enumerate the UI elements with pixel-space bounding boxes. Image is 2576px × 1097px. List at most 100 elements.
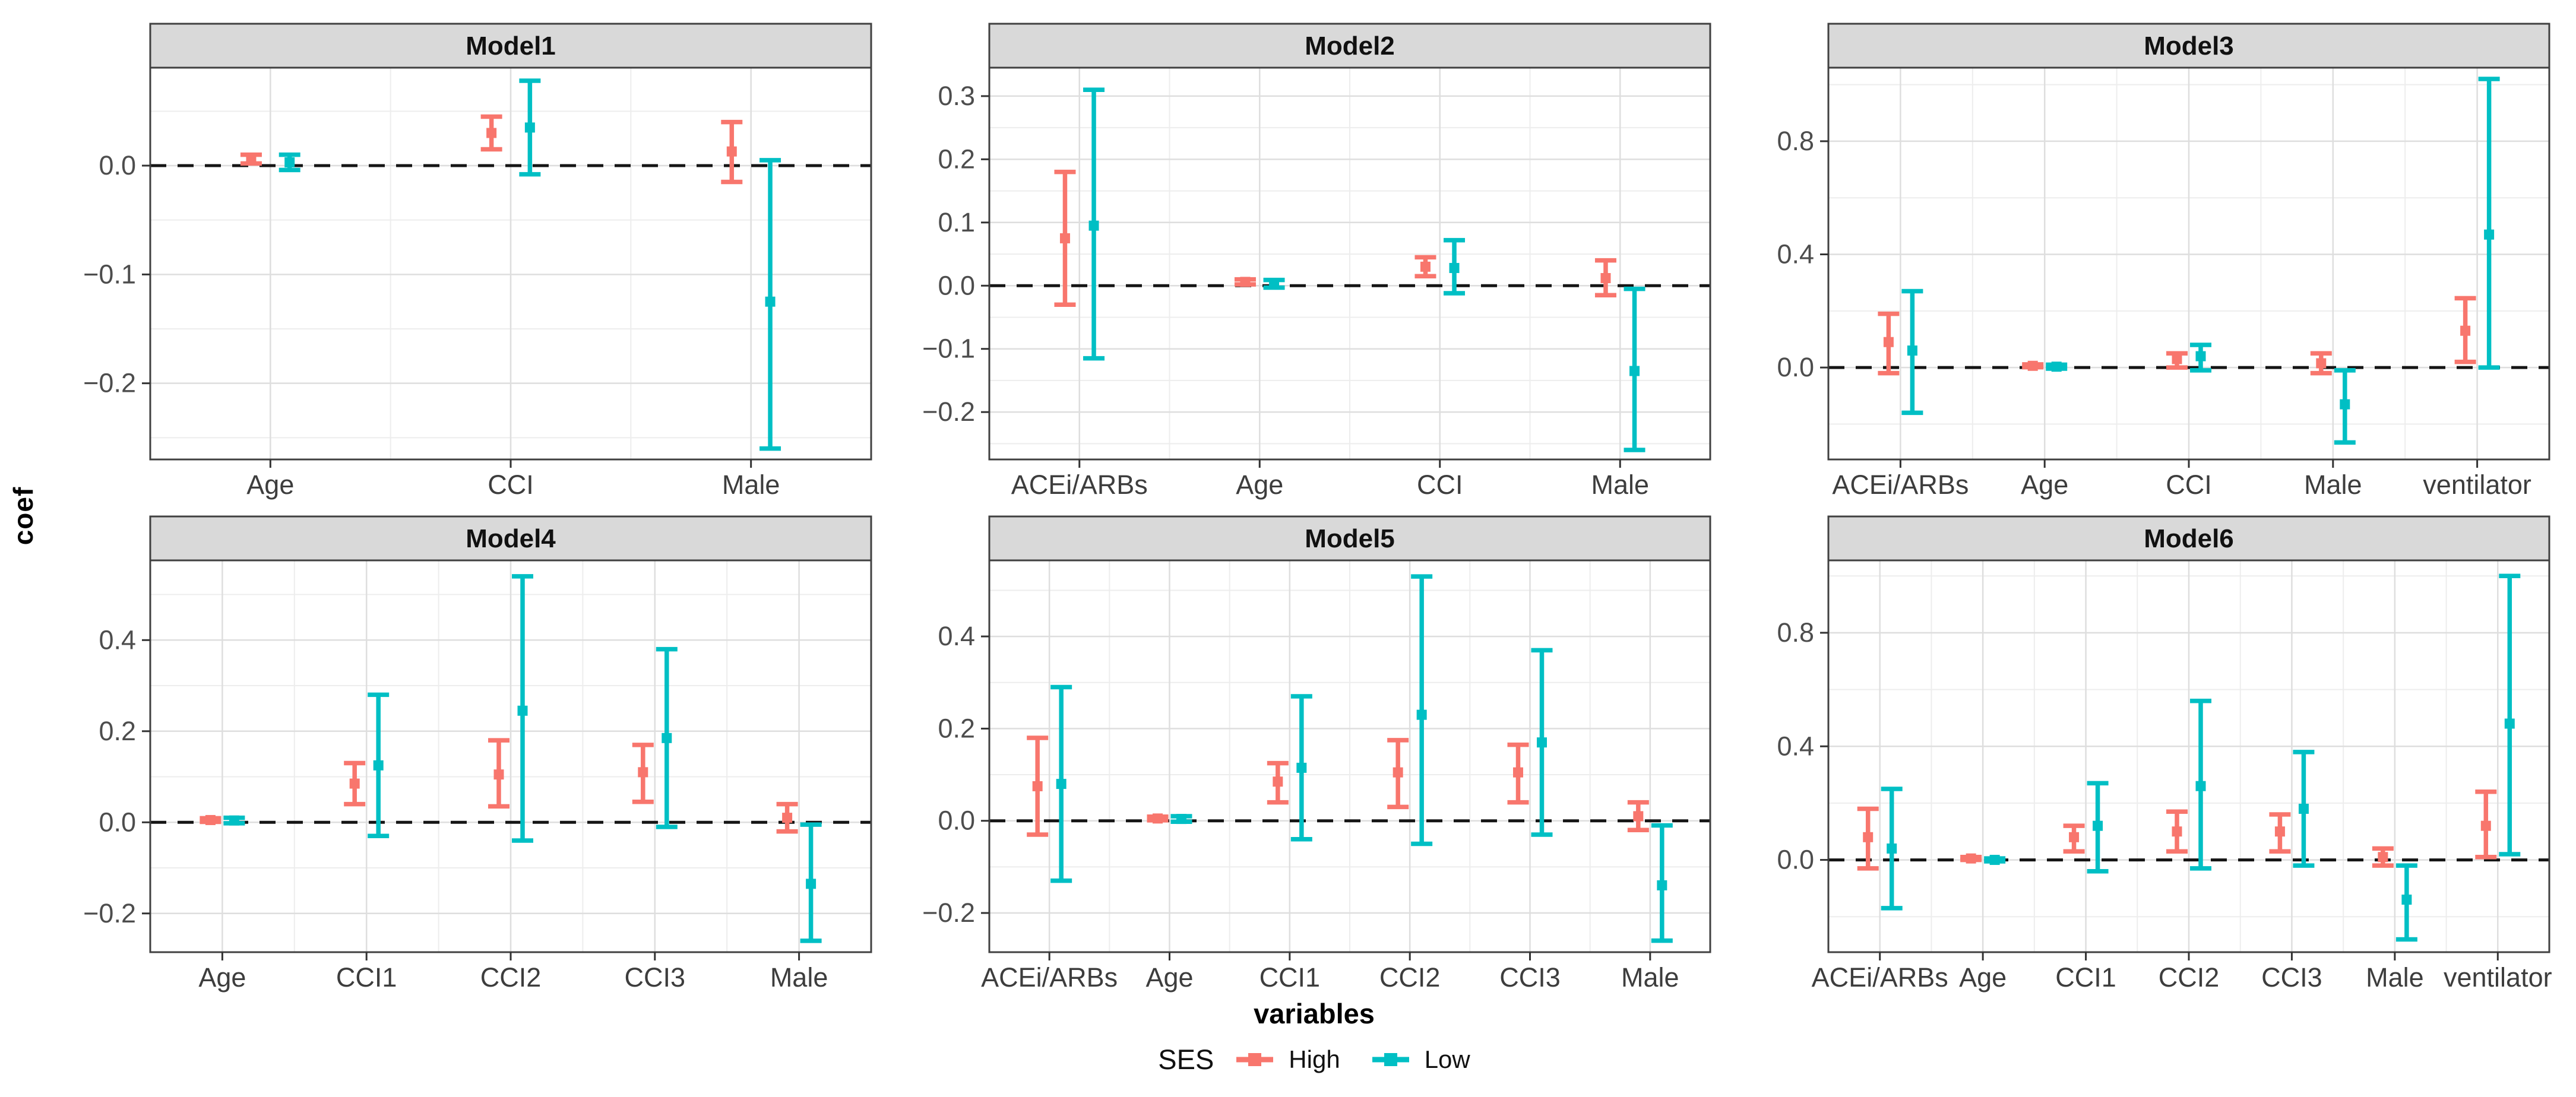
x-tick-label: CCI3 — [2261, 962, 2322, 993]
errorbar-model6-male-low — [2395, 863, 2417, 942]
errorbar-model1-age-low — [279, 152, 300, 173]
errorbar-model3-cci-low — [2190, 343, 2211, 373]
errorbar-model3-male-high — [2310, 351, 2332, 376]
errorbar-key-icon — [1372, 1052, 1409, 1066]
errorbar-model6-cci2-low — [2190, 698, 2211, 871]
errorbar-model6-cci2-high — [2166, 809, 2188, 854]
errorbar-model1-male-high — [721, 119, 743, 185]
facet-header — [1827, 515, 2550, 562]
x-tick-label: Male — [1591, 470, 1649, 500]
facet-panel-model1: Model1 −0.2 −0.1 0.0 Age CCI Male — [83, 23, 872, 500]
y-tick-label: 0.4 — [1777, 731, 1814, 761]
y-tick-label: 0.0 — [938, 806, 975, 836]
facet-panel-model2: Model2 −0.2 −0.1 0.0 0.1 0.2 0.3 ACEi/ARBs Age CC… — [922, 23, 1711, 500]
facet-title: Model2 — [1305, 31, 1395, 61]
x-tick-label: Age — [1145, 962, 1193, 993]
x-tick-label: Age — [1959, 962, 2007, 993]
x-tick-label: CCI2 — [2159, 962, 2220, 993]
facet-row-top: Model1 −0.2 −0.1 0.0 Age CCI Male Model2 −0.2 −0.… — [52, 23, 2561, 503]
panel-border — [988, 66, 1711, 461]
y-tick-label: 0.0 — [99, 150, 136, 180]
x-tick-label: Age — [2021, 470, 2068, 500]
x-tick-label: CCI — [2166, 470, 2212, 500]
errorbar-model4-age-high — [200, 814, 221, 825]
errorbar-model6-cci3-low — [2293, 750, 2315, 868]
facet-panel-model6: Model6 0.0 0.4 0.8 ACEi/ARBs Age CCI1 CCI2 CCI3 M… — [1777, 515, 2552, 993]
facet-header — [149, 23, 872, 69]
errorbar-model2-age-high — [1234, 277, 1256, 287]
facet-row-bottom: Model4 −0.2 0.0 0.2 0.4 Age CCI1 CCI2 CCI3 Male Mo… — [52, 515, 2561, 996]
facet-title: Model6 — [2144, 524, 2234, 553]
facet-panel-model3: Model3 0.0 0.4 0.8 ACEi/ARBs Age CCI Male ventil… — [1777, 23, 2550, 500]
legend-item-label: Low — [1424, 1045, 1470, 1073]
x-tick-label: CCI2 — [480, 962, 542, 993]
errorbar-model6-age-low — [1984, 855, 2006, 865]
y-tick-label: 0.0 — [938, 270, 975, 300]
errorbar-key-icon — [1236, 1052, 1274, 1066]
errorbar-model1-age-high — [240, 152, 262, 166]
x-tick-label: ACEi/ARBs — [1812, 962, 1948, 993]
facet-title: Model4 — [466, 524, 556, 553]
y-tick-label: 0.2 — [938, 713, 975, 743]
x-axis-title: variables — [1254, 998, 1375, 1029]
errorbar-model6-cci1-low — [2087, 781, 2109, 874]
errorbar-model1-cci-low — [519, 78, 541, 177]
legend-item-high: High — [1235, 1045, 1340, 1074]
errorbar-model5-male-low — [1651, 823, 1673, 943]
errorbar-model3-ventilator-high — [2454, 296, 2476, 364]
x-tick-label: Male — [2366, 962, 2424, 993]
x-tick-label: ACEi/ARBs — [1832, 470, 1969, 500]
x-tick-label: CCI — [1417, 470, 1463, 500]
y-tick-label: 0.8 — [1777, 126, 1814, 156]
facet-title: Model1 — [466, 31, 556, 61]
facet-grid: Model1 −0.2 −0.1 0.0 Age CCI Male Model2 −0.2 −0.… — [52, 23, 2561, 996]
errorbar-model6-acei-arbs-low — [1881, 787, 1903, 911]
x-tick-label: ACEi/ARBs — [1011, 470, 1148, 500]
errorbar-model5-cci3-low — [1531, 648, 1553, 837]
errorbar-model6-cci3-high — [2269, 812, 2291, 854]
y-tick-label: −0.2 — [83, 898, 136, 928]
facet-panel-model5: Model5 −0.2 0.0 0.2 0.4 ACEi/ARBs Age CCI1 CCI2 C… — [922, 515, 1711, 993]
errorbar-model2-age-low — [1263, 277, 1285, 290]
x-tick-label: CCI1 — [336, 962, 397, 993]
y-tick-label: −0.2 — [922, 397, 975, 427]
y-tick-label: 0.1 — [938, 207, 975, 237]
x-tick-label: CCI1 — [1259, 962, 1321, 993]
facet-panel-model4: Model4 −0.2 0.0 0.2 0.4 Age CCI1 CCI2 CCI3 Male — [83, 515, 872, 993]
errorbar-model5-male-high — [1627, 800, 1649, 832]
y-tick-label: −0.1 — [83, 259, 136, 289]
errorbar-model5-cci2-low — [1411, 574, 1433, 846]
errorbar-model6-cci1-high — [2063, 823, 2085, 854]
legend-item-label: High — [1289, 1045, 1340, 1073]
x-tick-label: ventilator — [2444, 962, 2552, 993]
x-tick-label: Male — [770, 962, 828, 993]
x-tick-label: ventilator — [2423, 470, 2531, 500]
errorbar-model4-cci1-high — [344, 760, 366, 807]
errorbar-model3-age-low — [2046, 362, 2068, 372]
errorbar-model5-cci3-high — [1507, 742, 1529, 805]
errorbar-model3-acei-arbs-high — [1878, 311, 1900, 376]
errorbar-model4-cci2-high — [488, 738, 509, 809]
x-tick-label: CCI2 — [1379, 962, 1441, 993]
y-tick-label: −0.1 — [922, 334, 975, 364]
errorbar-model4-cci2-low — [512, 574, 533, 843]
y-tick-label: 0.2 — [99, 716, 136, 746]
x-tick-label: Male — [2304, 470, 2362, 500]
panel-border — [988, 559, 1711, 953]
facet-title: Model5 — [1305, 524, 1395, 553]
errorbar-model2-acei-arbs-low — [1083, 87, 1105, 361]
errorbar-model3-ventilator-low — [2478, 77, 2500, 370]
x-tick-label: Male — [722, 470, 780, 500]
errorbar-model3-cci-high — [2166, 351, 2188, 370]
errorbar-model1-cci-high — [480, 114, 502, 152]
errorbar-model6-ventilator-low — [2499, 573, 2521, 857]
x-tick-label: CCI3 — [1499, 962, 1561, 993]
errorbar-model2-acei-arbs-high — [1054, 169, 1076, 307]
errorbar-model4-cci3-low — [656, 646, 678, 829]
errorbar-model3-male-low — [2334, 368, 2356, 445]
y-tick-label: 0.3 — [938, 81, 975, 111]
y-tick-label: 0.0 — [1777, 352, 1814, 382]
x-tick-label: CCI — [488, 470, 534, 500]
errorbar-model6-ventilator-high — [2475, 790, 2497, 860]
